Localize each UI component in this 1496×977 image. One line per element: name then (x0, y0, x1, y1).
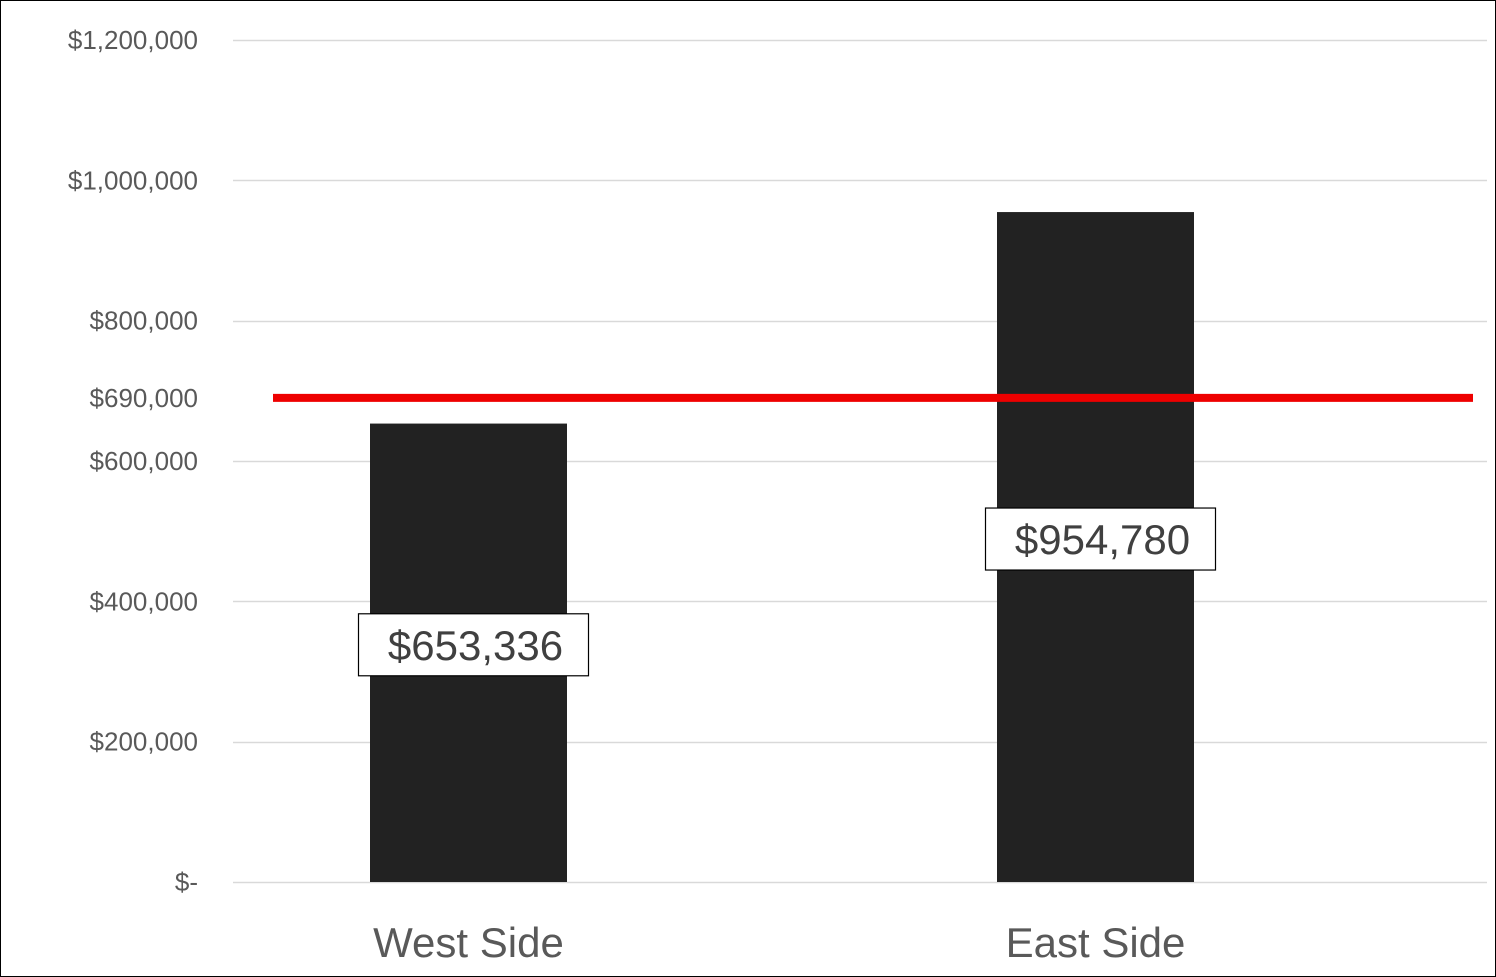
data-label-box (984, 507, 1217, 571)
y-tick-label: $690,000 (90, 383, 198, 413)
y-tick-label: $- (175, 867, 198, 897)
x-category-label: East Side (1006, 919, 1186, 966)
y-tick-label: $800,000 (90, 306, 198, 336)
data-label: $653,336 (388, 622, 563, 669)
y-tick-label: $600,000 (90, 446, 198, 476)
data-label: $954,780 (1015, 516, 1190, 563)
y-tick-label: $1,200,000 (68, 25, 198, 55)
y-axis-tick-labels: $- $200,000 $400,000 $600,000 $690,000 $800,0… (68, 25, 198, 897)
y-tick-label: $400,000 (90, 586, 198, 616)
y-tick-label: $1,000,000 (68, 165, 198, 195)
y-tick-label: $200,000 (90, 727, 198, 757)
data-label-box (357, 613, 590, 677)
x-axis-category-labels: West Side East Side (373, 919, 1185, 966)
data-labels: $653,336 $954,780 (357, 507, 1217, 677)
x-category-label: West Side (373, 919, 564, 966)
